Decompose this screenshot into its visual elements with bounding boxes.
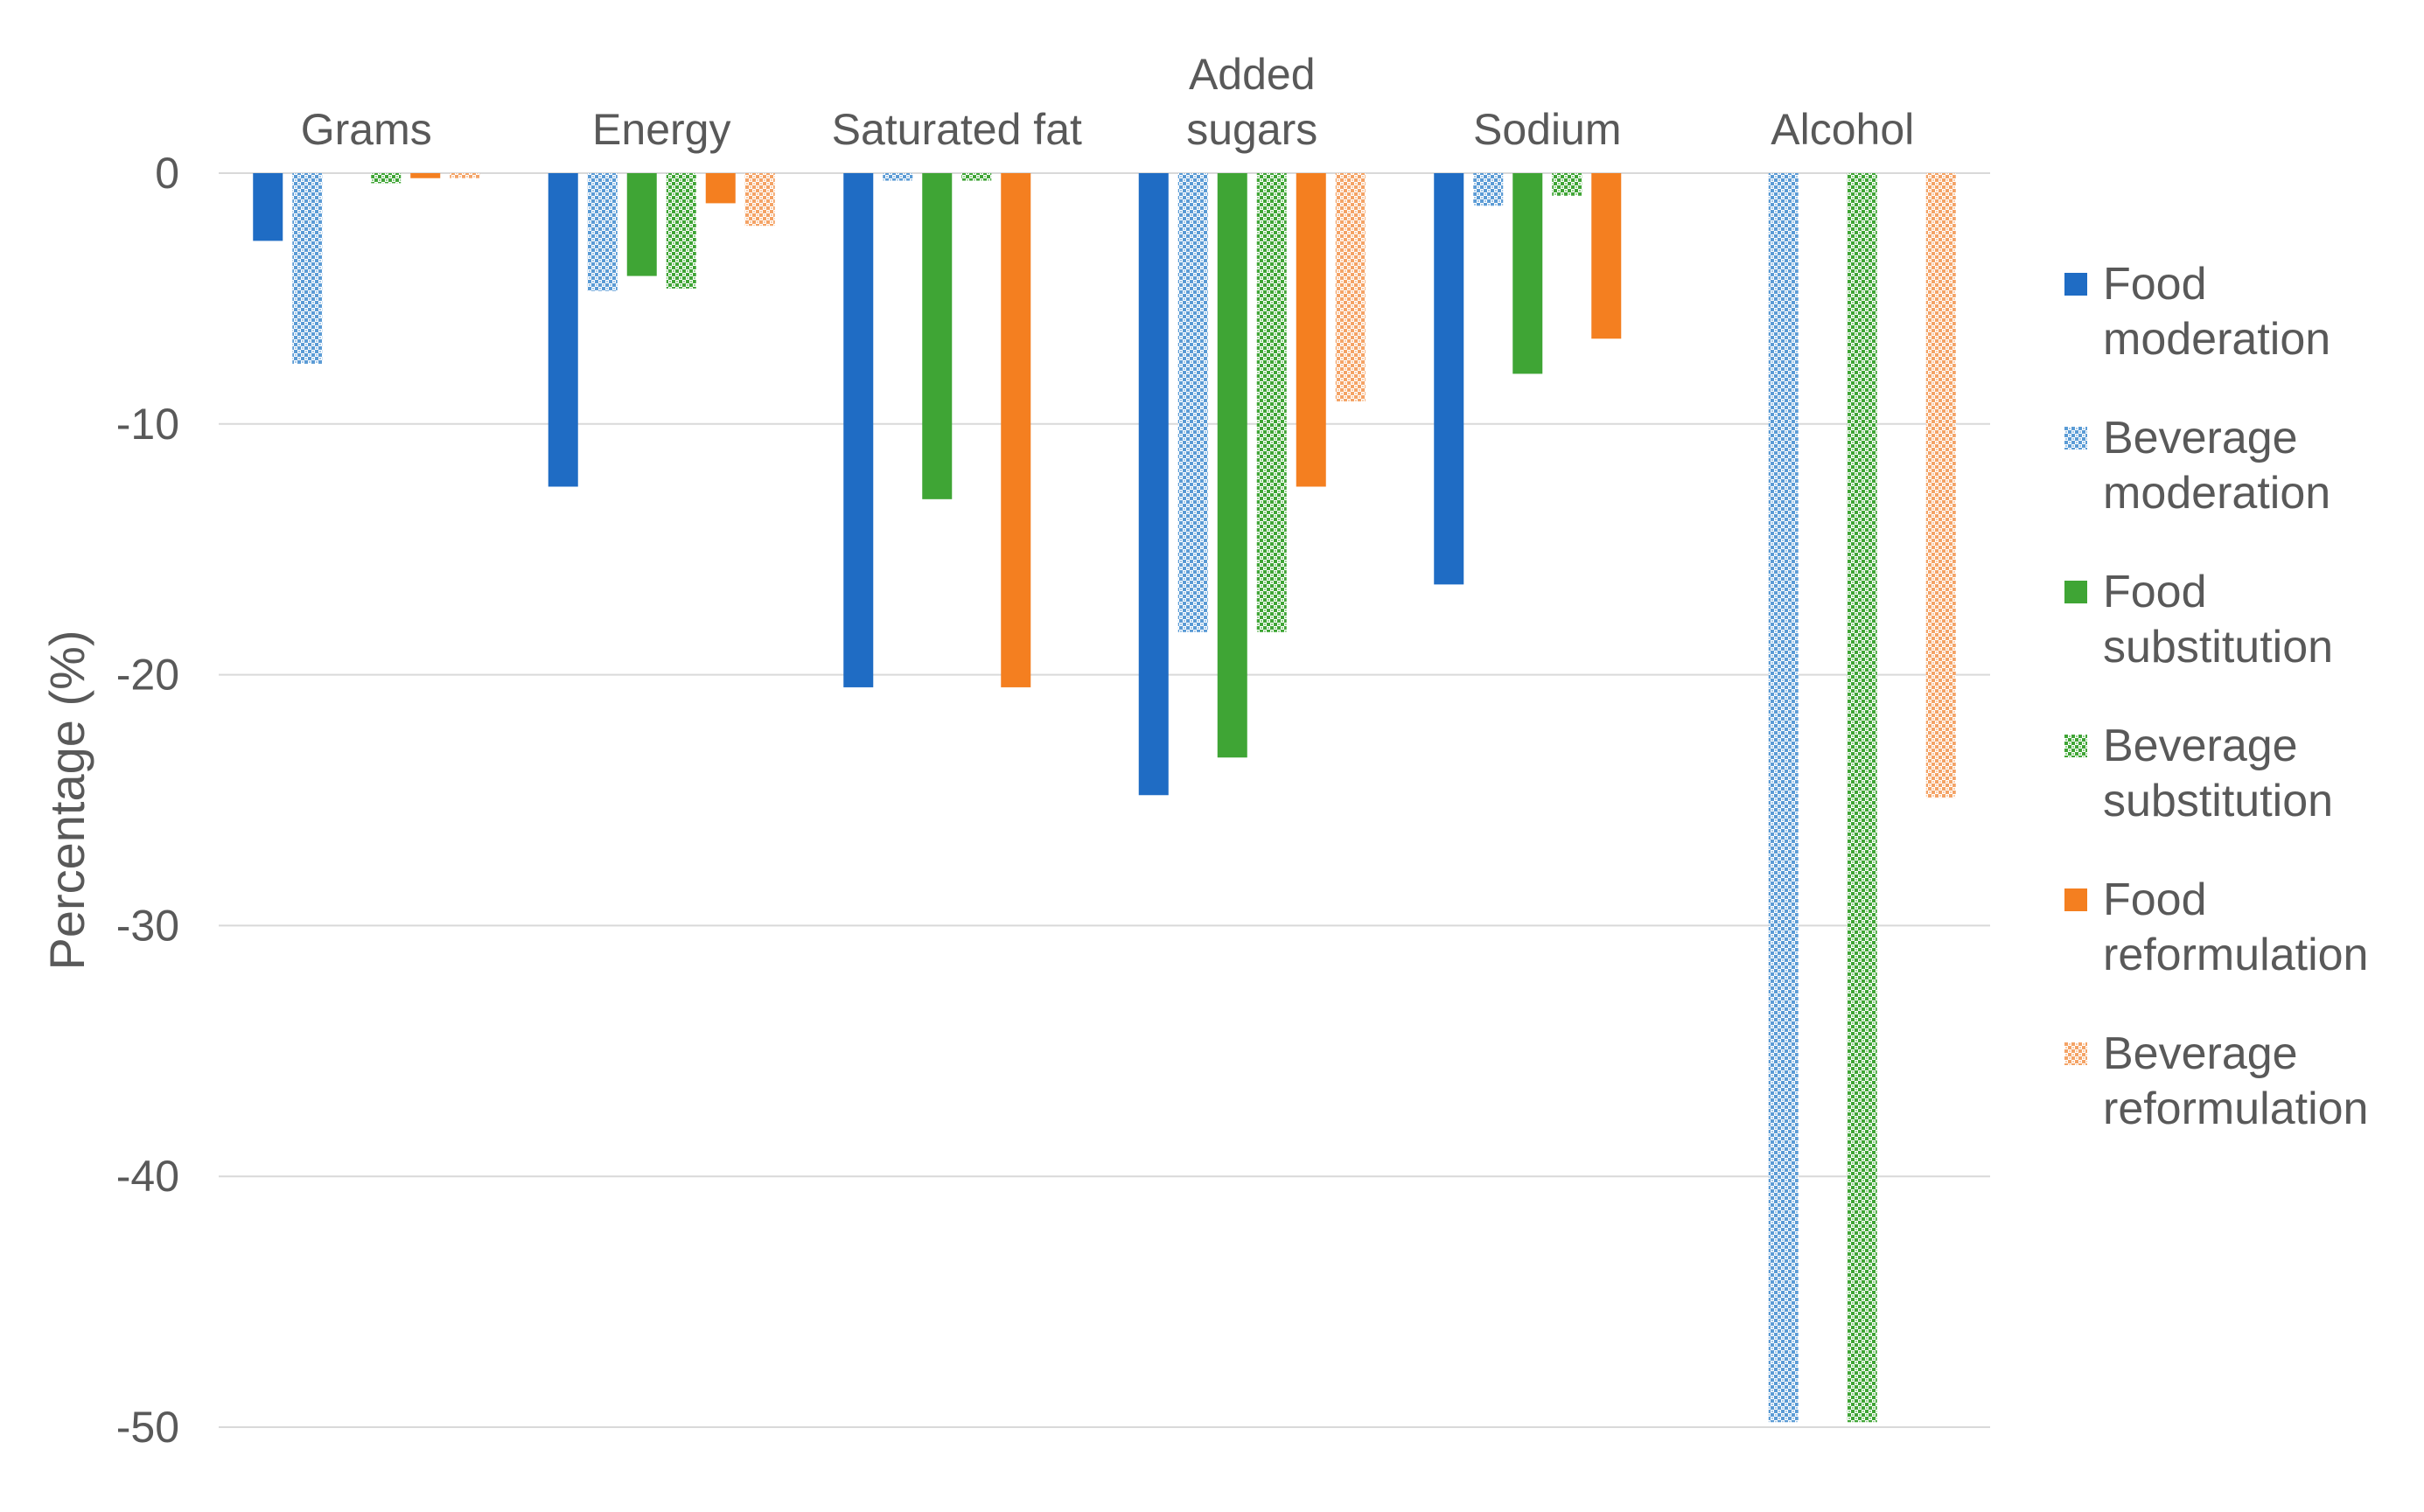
bar <box>1768 173 1799 1423</box>
y-tick-label: -10 <box>116 400 179 449</box>
bar <box>883 173 913 181</box>
category-label: Alcohol <box>1771 105 1914 154</box>
bar <box>1847 173 1877 1423</box>
y-tick-label: 0 <box>155 149 179 198</box>
bar <box>1512 173 1543 374</box>
gridlines <box>219 172 1990 1428</box>
legend-swatch <box>2064 888 2087 911</box>
legend-label: Food substitution <box>2103 567 2333 672</box>
bar <box>292 173 323 364</box>
bar <box>626 173 657 276</box>
bar <box>705 173 736 204</box>
y-tick-label: -20 <box>116 651 179 700</box>
bar <box>410 173 441 178</box>
bar <box>371 173 402 184</box>
bar <box>744 173 775 226</box>
legend-label: Beverage reformulation <box>2103 1028 2368 1134</box>
bar <box>1256 173 1287 632</box>
y-axis-title: Percentage (%) <box>39 630 94 970</box>
legend-label: Beverage moderation <box>2103 413 2330 519</box>
bar <box>1591 173 1622 339</box>
bar <box>1925 173 1956 798</box>
y-axis-ticks: 0 -10 -20 -30 -40 -50 <box>116 149 179 1452</box>
bar <box>1177 173 1208 632</box>
bar <box>666 173 696 289</box>
y-tick-label: -30 <box>116 901 179 950</box>
category-label: Energy <box>592 105 730 154</box>
legend-item: Food substitution <box>2064 567 2333 672</box>
legend-swatch <box>2064 735 2087 757</box>
bar <box>1434 173 1464 585</box>
bar <box>1217 173 1247 758</box>
bar <box>587 173 618 291</box>
legend: Food moderation Beverage moderation Food subs… <box>2064 259 2368 1134</box>
bar <box>1552 173 1582 196</box>
legend-item: Beverage moderation <box>2064 413 2330 519</box>
bar <box>548 173 578 487</box>
category-label: Saturated fat <box>832 105 1082 154</box>
bars <box>253 173 1956 1423</box>
legend-swatch <box>2064 427 2087 449</box>
bar <box>922 173 953 499</box>
y-tick-label: -40 <box>116 1152 179 1201</box>
legend-swatch <box>2064 273 2087 296</box>
bar <box>843 173 874 687</box>
category-labels: Grams Energy Saturated fat Added sugars Sodiu… <box>301 50 1915 154</box>
legend-item: Beverage reformulation <box>2064 1028 2368 1134</box>
y-tick-label: -50 <box>116 1403 179 1452</box>
bar <box>450 173 480 178</box>
category-label: Sodium <box>1473 105 1622 154</box>
legend-item: Food reformulation <box>2064 874 2368 980</box>
bar <box>253 173 283 241</box>
bar <box>961 173 992 181</box>
bar <box>1138 173 1169 796</box>
bar <box>1335 173 1366 401</box>
bar <box>1001 173 1031 687</box>
legend-label: Food reformulation <box>2103 874 2368 980</box>
category-label: Grams <box>301 105 432 154</box>
bar <box>1296 173 1326 487</box>
category-label: Added sugars <box>1186 50 1317 154</box>
bar <box>1473 173 1504 206</box>
legend-item: Food moderation <box>2064 259 2330 365</box>
legend-label: Food moderation <box>2103 259 2330 365</box>
legend-swatch <box>2064 1042 2087 1065</box>
legend-swatch <box>2064 581 2087 603</box>
legend-item: Beverage substitution <box>2064 721 2333 826</box>
legend-label: Beverage substitution <box>2103 721 2333 826</box>
